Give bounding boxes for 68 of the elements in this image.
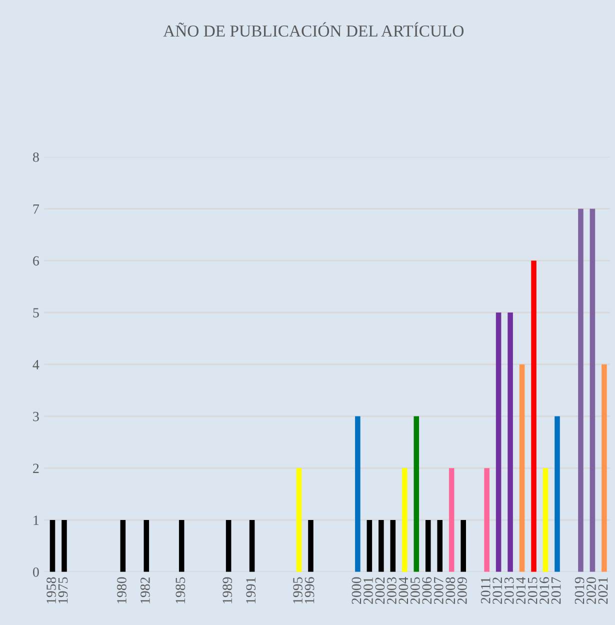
x-tick-label: 2007 xyxy=(434,577,444,604)
y-tick-label: 5 xyxy=(33,308,39,318)
bar xyxy=(402,468,408,572)
x-tick-label: 2011 xyxy=(480,578,490,604)
x-tick-label: 1995 xyxy=(293,577,302,604)
x-tick-label: 2021 xyxy=(598,578,608,604)
y-tick-label: 8 xyxy=(33,152,39,162)
bar xyxy=(366,520,372,572)
x-tick-label: 2019 xyxy=(574,577,584,604)
bar xyxy=(296,468,302,572)
x-tick-label: 2015 xyxy=(528,577,538,604)
x-tick-label: 1975 xyxy=(58,577,68,604)
x-tick-label: 2016 xyxy=(540,577,549,604)
bar xyxy=(508,312,513,572)
bar xyxy=(390,520,396,572)
bar xyxy=(414,416,420,572)
bar xyxy=(249,520,255,572)
bar xyxy=(448,468,454,572)
bar xyxy=(554,416,560,572)
x-tick-label: 2002 xyxy=(375,578,385,604)
x-tick-label: 2012 xyxy=(492,578,502,604)
x-tick-label: 2005 xyxy=(410,577,420,604)
bar xyxy=(519,364,525,572)
bar xyxy=(578,208,584,572)
x-tick-label: 1991 xyxy=(246,578,256,604)
bar xyxy=(542,468,548,572)
x-tick-label: 2001 xyxy=(364,578,373,604)
bar xyxy=(425,520,431,572)
x-tick-label: 2013 xyxy=(504,577,514,604)
x-tick-label: 2020 xyxy=(586,577,596,604)
chart-title: AÑO DE PUBLICACIÓN DEL ARTÍCULO xyxy=(163,22,464,37)
x-tick-label: 1982 xyxy=(140,578,150,604)
bar xyxy=(355,416,360,572)
y-tick-label: 3 xyxy=(33,412,39,422)
bar xyxy=(308,520,314,572)
bar xyxy=(178,520,184,572)
bar xyxy=(602,364,607,572)
x-tick-label: 1985 xyxy=(176,577,186,604)
y-tick-label: 0 xyxy=(33,567,39,577)
y-tick-label: 2 xyxy=(33,464,39,473)
x-tick-label: 2017 xyxy=(551,577,561,604)
x-tick-label: 2004 xyxy=(398,576,408,604)
x-tick-label: 1958 xyxy=(46,577,56,604)
y-tick-label: 7 xyxy=(33,204,40,214)
x-tick-label: 2003 xyxy=(387,577,396,604)
bar xyxy=(62,520,67,572)
y-tick-label: 4 xyxy=(32,360,40,370)
bar xyxy=(484,468,490,572)
bar xyxy=(496,312,502,572)
x-tick-label: 1996 xyxy=(304,577,314,604)
y-tick-label: 6 xyxy=(33,256,40,266)
bar xyxy=(531,260,536,572)
bar xyxy=(437,520,443,572)
bar xyxy=(590,208,596,572)
x-tick-label: 2009 xyxy=(457,577,467,604)
bar xyxy=(120,520,126,572)
x-tick-label: 2008 xyxy=(446,577,456,604)
bar xyxy=(50,520,56,572)
x-tick-label: 2014 xyxy=(516,576,526,604)
x-tick-label: 2006 xyxy=(422,577,432,604)
x-tick-label: 1980 xyxy=(117,577,126,604)
bar xyxy=(460,520,466,572)
x-tick-label: 1989 xyxy=(222,577,232,604)
bar xyxy=(144,520,150,572)
bar xyxy=(226,520,232,572)
y-tick-label: 1 xyxy=(34,516,39,525)
bar xyxy=(378,520,384,572)
x-tick-label: 2000 xyxy=(352,577,362,604)
